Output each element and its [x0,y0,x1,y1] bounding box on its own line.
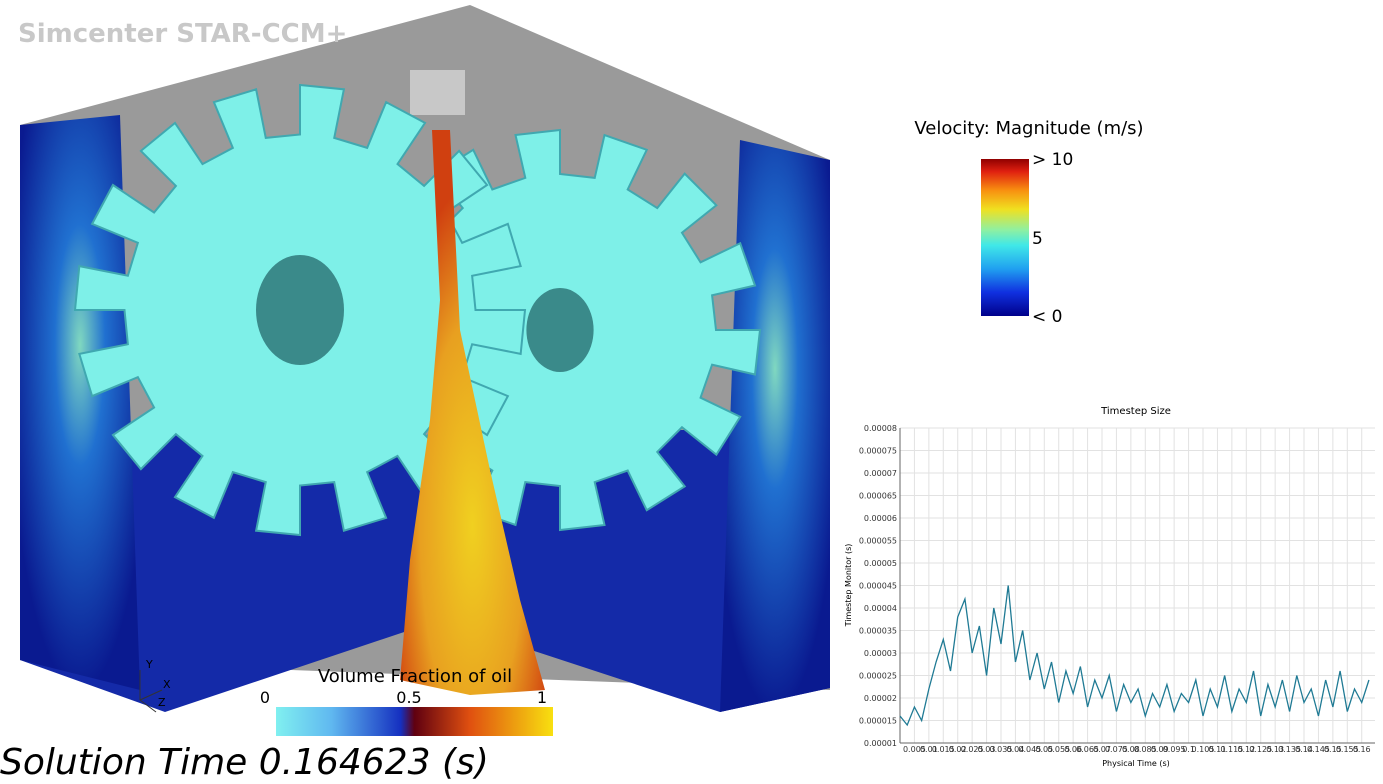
gear-bore [256,255,344,365]
x-tick-label: 0.09 [1151,745,1169,754]
x-tick-label: 0.105 [1192,745,1215,754]
y-tick-label: 0.000015 [859,717,897,726]
x-tick-label: 0.13 [1266,745,1284,754]
x-tick-label: 0.035 [990,745,1013,754]
x-tick-label: 0.135 [1278,745,1301,754]
x-axis-label: Physical Time (s) [1102,759,1170,768]
legend-label: 1 [537,688,547,707]
y-tick-label: 0.00004 [864,604,897,613]
y-tick-label: 0.00008 [864,424,897,433]
x-tick-label: 0.075 [1105,745,1128,754]
legend-label: < 0 [1032,307,1062,327]
x-tick-label: 0.15 [1324,745,1342,754]
y-tick-label: 0.00007 [864,469,897,478]
timestep-chart: Timestep Size Physical Time (s) Timestep… [844,406,1375,768]
y-tick-label: 0.000045 [859,582,897,591]
legend-label: > 10 [1032,150,1073,170]
triad-label: Y [145,658,153,671]
y-tick-label: 0.00005 [864,559,897,568]
solution-time: Solution Time 0.164623 (s) [0,742,489,783]
x-tick-label: 0.115 [1220,745,1243,754]
x-tick-label: 0.05 [1035,745,1053,754]
color-bar [276,707,553,736]
legend-label: 5 [1032,229,1043,249]
data-line [899,585,1370,727]
x-tick-label: 0.03 [978,745,996,754]
x-tick-label: 0.11 [1209,745,1227,754]
x-tick-label: 0.04 [1007,745,1025,754]
x-tick-label: 0.065 [1076,745,1099,754]
y-axis-label: Timestep Monitor (s) [844,544,853,628]
x-tick-label: 0.025 [961,745,984,754]
color-bar [981,159,1029,316]
legend-title: Volume Fraction of oil [318,666,512,687]
x-tick-label: 0.06 [1064,745,1082,754]
y-tick-label: 0.00006 [864,514,897,523]
x-tick-label: 0.01 [920,745,938,754]
velocity-legend: Velocity: Magnitude (m/s) > 10 5 < 0 [914,118,1143,327]
x-tick-label: 0.145 [1307,745,1330,754]
x-tick-label: 0.08 [1122,745,1140,754]
x-tick-label: 0.07 [1093,745,1111,754]
x-tick-label: 0.16 [1353,745,1371,754]
x-tick-label: 0.14 [1295,745,1313,754]
x-tick-label: 0.155 [1336,745,1359,754]
y-tick-label: 0.000025 [859,672,897,681]
y-tick-label: 0.000035 [859,627,897,636]
triad-label: Z [158,696,166,709]
y-tick-label: 0.000055 [859,537,897,546]
x-tick-label: 0.095 [1163,745,1186,754]
legend-label: 0.5 [396,688,421,707]
x-tick-label: 0.005 [903,745,926,754]
triad-label: X [163,678,171,691]
y-tick-label: 0.00002 [864,694,897,703]
x-tick-label: 0.12 [1237,745,1255,754]
x-tick-label: 0.085 [1134,745,1157,754]
brand: Simcenter STAR-CCM+ [18,19,347,49]
x-tick-label: 0.045 [1018,745,1041,754]
y-tick-label: 0.000065 [859,492,897,501]
vof-legend: Volume Fraction of oil 0 0.5 1 [260,666,553,736]
y-tick-label: 0.00001 [864,739,897,748]
x-tick-label: 0.1 [1182,745,1195,754]
legend-title: Velocity: Magnitude (m/s) [914,118,1143,139]
y-tick-label: 0.00003 [864,649,897,658]
axis-triad: Y X Z [139,658,171,713]
left-panel [20,115,140,690]
legend-label: 0 [260,688,270,707]
y-tick-label: 0.000075 [859,447,897,456]
x-tick-label: 0.015 [932,745,955,754]
x-tick-label: 0.055 [1047,745,1070,754]
x-tick-label: 0.02 [949,745,967,754]
chart-title: Timestep Size [1100,406,1171,417]
gear-bore [526,288,594,372]
shaft [410,70,465,115]
oil-jet [400,130,545,695]
simulation-view: Y X Z [20,5,830,713]
x-tick-label: 0.125 [1249,745,1272,754]
